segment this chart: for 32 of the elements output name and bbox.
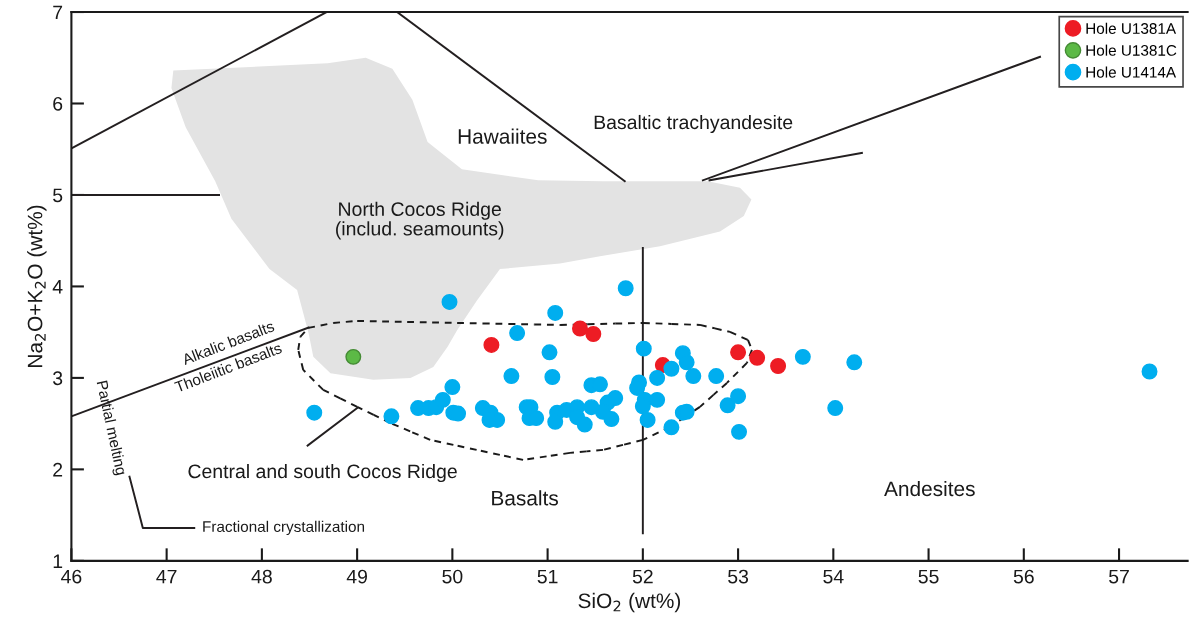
annotation: North Cocos Ridge (includ. seamounts) xyxy=(336,201,504,240)
legend-label: Hole U1414A xyxy=(1086,66,1177,78)
x-tick-label: 53 xyxy=(728,569,749,584)
x-tick-label: 54 xyxy=(823,569,844,584)
y-tick-label: 2 xyxy=(53,462,63,477)
annotation: Fractional crystallization xyxy=(203,520,365,536)
y-tick-label: 7 xyxy=(53,5,63,20)
x-tick-label: 50 xyxy=(442,569,463,584)
y-tick-label: 3 xyxy=(53,371,63,386)
annotation: Basaltic trachyandesite xyxy=(594,114,793,134)
x-tick-label: 55 xyxy=(918,569,939,584)
annotation: Partial melting xyxy=(93,380,128,476)
x-tick-label: 57 xyxy=(1109,569,1129,584)
y-tick-label: 5 xyxy=(53,188,63,203)
y-tick-label: 6 xyxy=(53,96,63,111)
annotation: Central and south Cocos Ridge xyxy=(188,463,457,483)
x-axis-title: SiO$_{2}$ (wt%) xyxy=(578,592,681,613)
annotation: Hawaiites xyxy=(458,128,547,144)
y-axis-title: Na$_{2}$O+K$_{2}$O (wt%) xyxy=(27,205,47,367)
y-tick-label: 1 xyxy=(53,554,63,568)
annotation: Andesites xyxy=(884,480,975,497)
x-tick-label: 48 xyxy=(251,569,272,584)
x-tick-label: 51 xyxy=(537,569,558,584)
x-tick-label: 47 xyxy=(156,569,177,584)
y-tick-label: 4 xyxy=(52,280,63,294)
legend-label: Hole U1381C xyxy=(1086,44,1177,56)
x-tick-label: 46 xyxy=(61,569,82,584)
x-tick-label: 56 xyxy=(1013,569,1034,584)
annotation: Basalts xyxy=(492,490,558,506)
legend-label: Hole U1381A xyxy=(1086,22,1177,34)
x-tick-label: 52 xyxy=(632,569,653,584)
x-tick-label: 49 xyxy=(346,569,368,584)
